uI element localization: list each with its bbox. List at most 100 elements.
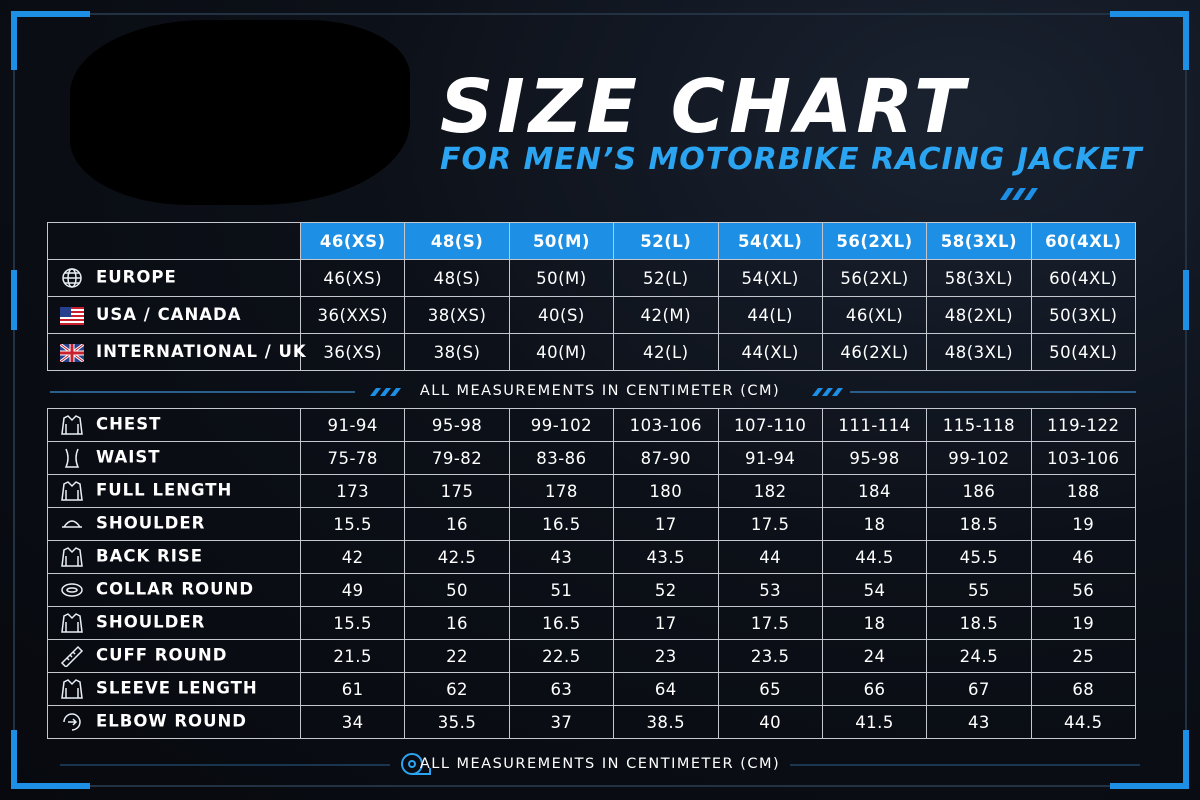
header-cell — [47, 222, 301, 260]
cell: 61 — [299, 672, 406, 706]
row: COLLAR ROUND 49 50 51 52 53 54 55 56 — [47, 573, 1137, 607]
cell: 50(4XL) — [1030, 333, 1137, 371]
cell: 46(XS) — [299, 259, 406, 297]
cell: 107-110 — [717, 408, 823, 442]
label-text: EUROPE — [96, 267, 177, 287]
cell: 103-106 — [1030, 441, 1137, 475]
size-header: 50(M) — [508, 222, 615, 260]
cell: 18.5 — [926, 606, 1032, 640]
row-label: CUFF ROUND — [47, 639, 301, 673]
cell: 43 — [508, 540, 615, 574]
cell: 24 — [821, 639, 928, 673]
cell: 56 — [1030, 573, 1137, 607]
row: CHEST 91-94 95-98 99-102 103-106 107-110 111-1… — [47, 408, 1137, 442]
cell: 34 — [299, 705, 406, 739]
row-label: SLEEVE LENGTH — [47, 672, 301, 706]
cell: 178 — [508, 474, 615, 508]
cell: 65 — [717, 672, 823, 706]
size-header: 48(S) — [404, 222, 510, 260]
cell: 63 — [508, 672, 615, 706]
size-header: 52(L) — [613, 222, 719, 260]
measurement-table: CHEST 91-94 95-98 99-102 103-106 107-110 111-1… — [47, 408, 1137, 739]
cell: 54 — [821, 573, 928, 607]
cell: 50(M) — [508, 259, 615, 297]
row: CUFF ROUND 21.5 22 22.5 23 23.5 24 24.5 25 — [47, 639, 1137, 673]
cell: 62 — [404, 672, 510, 706]
row-label: FULL LENGTH — [47, 474, 301, 508]
row: FULL LENGTH 173 175 178 180 182 184 186 188 — [47, 474, 1137, 508]
row-label: SHOULDER — [47, 507, 301, 541]
cell: 45.5 — [926, 540, 1032, 574]
cell: 22.5 — [508, 639, 615, 673]
cell: 46 — [1030, 540, 1137, 574]
row-label: INTERNATIONAL / UK — [47, 333, 306, 371]
cell: 56(2XL) — [821, 259, 928, 297]
cell: 42(M) — [613, 296, 719, 334]
cell: 42(L) — [613, 333, 719, 371]
cell: 44(L) — [717, 296, 823, 334]
label-text: ELBOW ROUND — [96, 711, 247, 731]
row: EUROPE 46(XS) 48(S) 50(M) 52(L) 54(XL) 56(2XL)… — [47, 259, 1137, 297]
cell: 95-98 — [821, 441, 928, 475]
cell: 46(2XL) — [821, 333, 928, 371]
cell: 40(S) — [508, 296, 615, 334]
icon — [59, 342, 85, 363]
cell: 18 — [821, 507, 928, 541]
label-text: INTERNATIONAL / UK — [96, 342, 307, 362]
row: SLEEVE LENGTH 61 62 63 64 65 66 67 68 — [47, 672, 1137, 706]
cell: 52(L) — [613, 259, 719, 297]
label-text: SHOULDER — [96, 513, 206, 533]
cell: 38(XS) — [404, 296, 510, 334]
row: SHOULDER 15.5 16 16.5 17 17.5 18 18.5 19 — [47, 606, 1137, 640]
cell: 91-94 — [717, 441, 823, 475]
row: BACK RISE 42 42.5 43 43.5 44 44.5 45.5 46 — [47, 540, 1137, 574]
cell: 38.5 — [613, 705, 719, 739]
cell: 15.5 — [299, 507, 406, 541]
size-header: 54(XL) — [717, 222, 823, 260]
cell: 18 — [821, 606, 928, 640]
cell: 38(S) — [404, 333, 510, 371]
row-label: WAIST — [47, 441, 301, 475]
cell: 44.5 — [1030, 705, 1137, 739]
cell: 60(4XL) — [1030, 259, 1137, 297]
row: ELBOW ROUND 34 35.5 37 38.5 40 41.5 43 44.5 — [47, 705, 1137, 739]
cell: 25 — [1030, 639, 1137, 673]
cell: 68 — [1030, 672, 1137, 706]
icon — [63, 713, 81, 731]
icon — [64, 448, 80, 468]
cell: 91-94 — [299, 408, 406, 442]
cell: 52 — [613, 573, 719, 607]
cell: 87-90 — [613, 441, 719, 475]
label-text: SHOULDER — [96, 612, 206, 632]
row-label: SHOULDER — [47, 606, 301, 640]
cell: 48(3XL) — [926, 333, 1032, 371]
row: SHOULDER 15.5 16 16.5 17 17.5 18 18.5 19 — [47, 507, 1137, 541]
cell: 103-106 — [613, 408, 719, 442]
cell: 58(3XL) — [926, 259, 1032, 297]
cell: 17.5 — [717, 507, 823, 541]
cell: 15.5 — [299, 606, 406, 640]
icon — [62, 268, 82, 288]
cell: 67 — [926, 672, 1032, 706]
subtitle: FOR MEN’S MOTORBIKE RACING JACKET — [440, 142, 1143, 177]
cell: 23.5 — [717, 639, 823, 673]
cell: 66 — [821, 672, 928, 706]
cell: 99-102 — [926, 441, 1032, 475]
cell: 42.5 — [404, 540, 510, 574]
cell: 16 — [404, 606, 510, 640]
icon — [61, 415, 83, 435]
row: USA / CANADA 36(XXS) 38(XS) 40(S) 42(M) 44(L)… — [47, 296, 1137, 334]
icon — [61, 481, 83, 501]
icon — [61, 583, 83, 597]
label-text: CHEST — [96, 414, 162, 434]
cell: 182 — [717, 474, 823, 508]
cell: 16 — [404, 507, 510, 541]
cell: 42 — [299, 540, 406, 574]
label-text: CUFF ROUND — [96, 645, 228, 665]
cell: 175 — [404, 474, 510, 508]
cell: 16.5 — [508, 606, 615, 640]
cell: 24.5 — [926, 639, 1032, 673]
icon — [61, 547, 83, 567]
